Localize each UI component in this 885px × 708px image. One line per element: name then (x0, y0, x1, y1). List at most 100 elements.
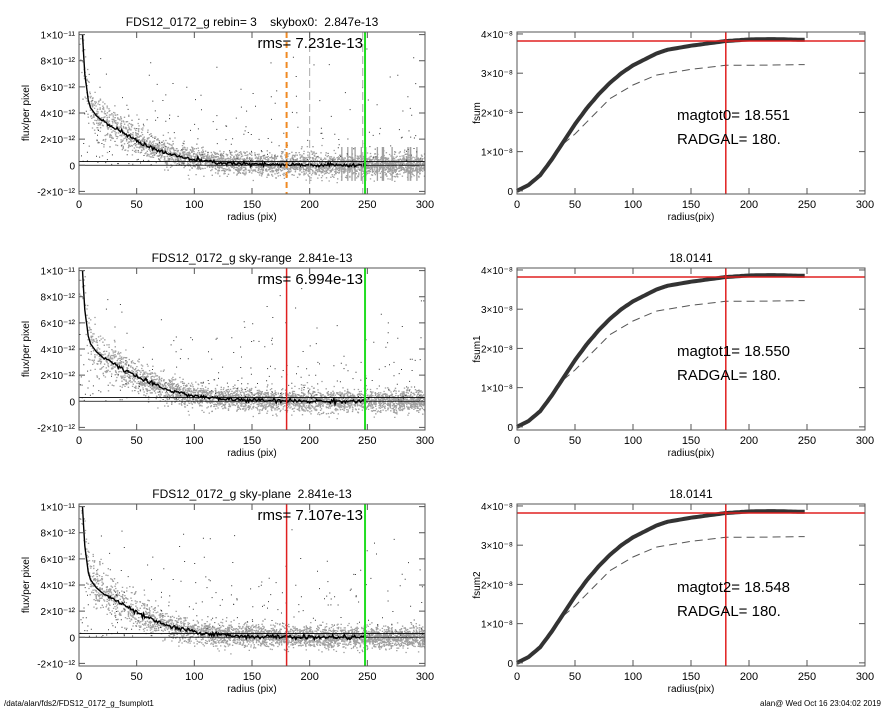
x-tick-label: 300 (416, 671, 434, 683)
x-tick-label: 200 (740, 671, 758, 683)
x-tick-label: 300 (856, 199, 874, 211)
y-tick-label: -2×10⁻¹² (37, 659, 75, 670)
panel-title: FDS12_0172_g sky-plane 2.841e-13 (152, 487, 352, 501)
x-tick-label: 0 (514, 671, 520, 683)
x-tick-label: 250 (358, 435, 376, 447)
mean-profile-line (81, 506, 366, 642)
y-tick-label: -2×10⁻¹² (37, 187, 75, 198)
x-tick-label: 300 (416, 199, 434, 211)
x-tick-label: 150 (682, 199, 700, 211)
x-tick-label: 0 (76, 435, 82, 447)
panel-title: 18.0141 (669, 487, 713, 501)
y-tick-label: 1×10⁻⁸ (481, 620, 513, 631)
y-tick-label: 6×10⁻¹² (41, 319, 76, 330)
y-axis-label: fsum (472, 102, 483, 124)
x-axis-label: radius(pix) (668, 684, 715, 695)
x-axis-label: radius(pix) (668, 448, 715, 459)
mean-profile-line (81, 270, 366, 408)
fsum-curve (516, 273, 805, 429)
x-tick-label: 100 (624, 671, 642, 683)
y-tick-label: 6×10⁻¹² (41, 555, 76, 566)
x-tick-label: 150 (243, 199, 261, 211)
y-tick-label: 8×10⁻¹² (41, 529, 76, 540)
y-tick-label: 4×10⁻⁸ (481, 30, 513, 41)
y-tick-label: 0 (69, 633, 75, 644)
x-tick-label: 150 (682, 435, 700, 447)
y-tick-label: 4×10⁻⁸ (481, 502, 513, 513)
y-tick-label: 2×10⁻¹² (41, 135, 76, 146)
y-tick-label: 2×10⁻⁸ (481, 108, 513, 119)
y-tick-label: 0 (69, 161, 75, 172)
x-tick-label: 300 (856, 435, 874, 447)
x-tick-label: 250 (358, 671, 376, 683)
y-axis-label: flux/per pixel (21, 557, 32, 613)
x-axis-label: radius (pix) (227, 448, 276, 459)
x-tick-label: 100 (185, 199, 203, 211)
x-axis-label: radius(pix) (668, 212, 715, 223)
y-axis-label: fsum1 (472, 335, 483, 363)
fsum-curve (516, 37, 805, 193)
y-tick-label: 8×10⁻¹² (41, 57, 76, 68)
plot-frame (78, 267, 426, 431)
y-tick-label: 0 (507, 187, 513, 198)
x-tick-label: 250 (798, 435, 816, 447)
x-tick-label: 0 (514, 199, 520, 211)
panel-title: 18.0141 (669, 251, 713, 265)
y-tick-label: 1×10⁻¹¹ (41, 503, 76, 514)
x-tick-label: 50 (131, 435, 143, 447)
x-tick-label: 0 (76, 199, 82, 211)
x-tick-label: 100 (185, 435, 203, 447)
outlier-points (81, 48, 422, 166)
radgal-label: RADGAL= 180. (677, 603, 781, 620)
panel-5: rms= 7.107e-13 0 50 100 150 200 250 300 -2×10⁻¹²… (21, 487, 434, 695)
x-tick-label: 50 (569, 671, 581, 683)
panel-title: FDS12_0172_g sky-range 2.841e-13 (152, 251, 353, 265)
panel-6: magtot2= 18.548 RADGAL= 180. 0 50 100 150 200 2… (472, 487, 874, 695)
x-tick-label: 200 (300, 199, 318, 211)
y-tick-label: 3×10⁻⁸ (481, 305, 513, 316)
fsum-curve (516, 509, 805, 665)
x-tick-label: 300 (856, 671, 874, 683)
y-tick-label: 3×10⁻⁸ (481, 69, 513, 80)
y-tick-label: -2×10⁻¹² (37, 423, 75, 434)
rms-annotation: rms= 7.107e-13 (258, 507, 363, 524)
dashed-fsum-line (563, 300, 805, 381)
x-tick-label: 150 (682, 671, 700, 683)
panel-3: rms= 6.994e-13 0 50 100 150 200 250 300 -2×10⁻¹²… (21, 251, 434, 459)
y-tick-label: 4×10⁻¹² (41, 581, 76, 592)
x-tick-label: 300 (416, 435, 434, 447)
x-tick-label: 100 (624, 199, 642, 211)
y-tick-label: 1×10⁻⁸ (481, 384, 513, 395)
sky-scatter-points (79, 268, 425, 420)
outlier-points (79, 288, 425, 402)
panel-2: magtot0= 18.551 RADGAL= 180. 0 50 100 150 200 2… (472, 30, 874, 223)
y-axis-label: flux/per pixel (21, 321, 32, 377)
y-tick-label: 6×10⁻¹² (41, 83, 76, 94)
x-tick-label: 50 (131, 199, 143, 211)
x-tick-label: 200 (740, 199, 758, 211)
radgal-label: RADGAL= 180. (677, 367, 781, 384)
y-tick-label: 8×10⁻¹² (41, 293, 76, 304)
x-tick-label: 50 (131, 671, 143, 683)
y-tick-label: 1×10⁻¹¹ (41, 267, 76, 278)
magtot-label: magtot1= 18.550 (677, 343, 790, 360)
x-axis-label: radius (pix) (227, 684, 276, 695)
x-tick-label: 200 (300, 435, 318, 447)
x-tick-label: 150 (243, 671, 261, 683)
x-tick-label: 250 (798, 671, 816, 683)
x-tick-label: 50 (569, 435, 581, 447)
y-axis-label: flux/per pixel (21, 85, 32, 141)
y-tick-label: 2×10⁻¹² (41, 371, 76, 382)
y-tick-label: 4×10⁻⁸ (481, 266, 513, 277)
x-tick-label: 200 (300, 671, 318, 683)
y-tick-label: 3×10⁻⁸ (481, 541, 513, 552)
y-tick-label: 2×10⁻⁸ (481, 344, 513, 355)
magtot-label: magtot0= 18.551 (677, 107, 790, 124)
panel-4: magtot1= 18.550 RADGAL= 180. 0 50 100 150 200 2… (472, 251, 874, 459)
dashed-fsum-line (563, 536, 805, 617)
y-tick-label: 0 (507, 659, 513, 670)
outlier-points (80, 529, 424, 638)
y-tick-label: 1×10⁻¹¹ (41, 31, 76, 42)
magtot-label: magtot2= 18.548 (677, 579, 790, 596)
